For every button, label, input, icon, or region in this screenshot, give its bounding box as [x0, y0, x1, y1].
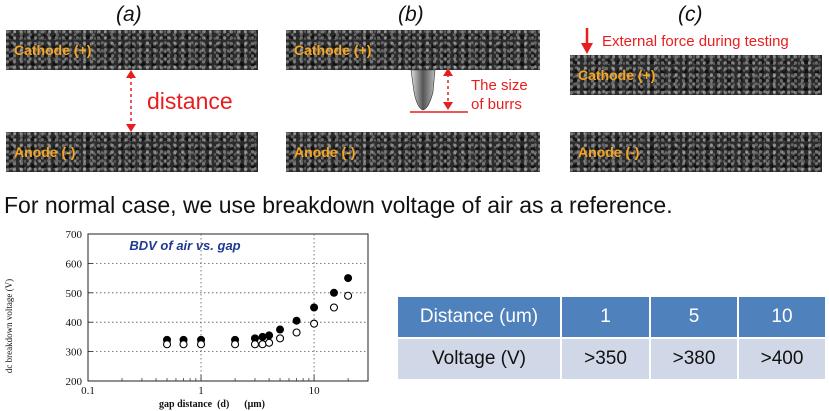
chart-point-filled: [276, 325, 285, 334]
table-cell-voltage-1: >350: [560, 337, 651, 381]
chart-point-open: [162, 340, 172, 349]
anode-label-c: Anode (-): [578, 144, 640, 160]
chart-x-tick-label: 1: [198, 385, 204, 397]
table-cell-voltage-label: Voltage (V): [396, 337, 562, 381]
chart-y-tick-label: 400: [66, 317, 83, 329]
burr-icon: [410, 70, 436, 111]
chart-point-open: [292, 328, 301, 337]
anode-label-a: Anode (-): [14, 144, 76, 160]
table-header-1: 1: [560, 295, 651, 339]
chart-y-tick-label: 500: [66, 288, 83, 300]
chart-title: BDV of air vs. gap: [129, 238, 240, 253]
cathode-label-c: Cathode (+): [578, 67, 656, 83]
table-cell-voltage-5: >380: [649, 337, 739, 381]
chart-y-tick-label: 200: [66, 376, 83, 388]
chart-point-open: [258, 340, 267, 349]
chart-point-filled: [265, 331, 274, 340]
chart-xlabel: gap distance (d) (μm): [159, 399, 265, 410]
chart-point-filled: [250, 334, 259, 343]
chart-point-open: [196, 340, 206, 349]
table-row: Voltage (V) >350 >380 >400: [396, 337, 827, 381]
chart-point-open: [310, 319, 319, 328]
cathode-electrode-a: Cathode (+): [6, 30, 258, 70]
table-cell-voltage-10: >400: [737, 337, 827, 381]
chart-y-tick-label: 300: [66, 347, 83, 359]
burr-annotation-line2: of burrs: [471, 96, 522, 113]
table-header-distance: Distance (um): [396, 295, 562, 339]
external-force-annotation: External force during testing: [602, 33, 789, 50]
distance-voltage-table: Distance (um) 1 5 10 Voltage (V) >350 >3…: [396, 295, 827, 381]
chart-plot-area: 200 300 400 500 600 700 0.1 1 10: [66, 229, 369, 397]
chart-point-open: [344, 291, 353, 300]
cathode-electrode-b: Cathode (+): [286, 30, 540, 70]
chart-point-open: [275, 334, 285, 343]
anode-electrode-a: Anode (-): [6, 132, 258, 172]
burr-annotation-line1: The size: [471, 77, 528, 94]
table-header-row: Distance (um) 1 5 10: [396, 295, 827, 339]
burr-size-annotation: The size of burrs: [471, 76, 528, 114]
panel-label-a: (a): [116, 3, 142, 26]
table-header-10: 10: [737, 295, 827, 339]
anode-electrode-c: Anode (-): [570, 132, 822, 172]
cathode-label-b: Cathode (+): [294, 42, 372, 58]
force-arrow-icon: [581, 28, 593, 54]
chart-y-tick-label: 600: [66, 258, 83, 270]
anode-label-b: Anode (-): [294, 144, 356, 160]
distance-arrow-icon: [126, 70, 136, 132]
chart-x-tick-label: 10: [309, 385, 321, 397]
distance-annotation: distance: [147, 88, 233, 114]
chart-point-filled: [258, 332, 267, 341]
cathode-electrode-c: Cathode (+): [570, 55, 822, 95]
chart-point-open: [329, 303, 339, 312]
chart-point-open: [250, 340, 260, 349]
table-header-5: 5: [649, 295, 739, 339]
reference-sentence: For normal case, we use breakdown voltag…: [4, 192, 673, 218]
bdv-chart: BDV of air vs. gap dc breakdown voltage …: [4, 229, 369, 410]
chart-y-tick-label: 700: [66, 229, 83, 241]
anode-electrode-b: Anode (-): [286, 132, 540, 172]
cathode-label-a: Cathode (+): [14, 42, 92, 58]
chart-point-filled: [344, 274, 353, 283]
chart-point-filled: [292, 316, 301, 325]
panel-label-c: (c): [678, 3, 703, 26]
chart-ylabel: dc breakdown voltage (V): [4, 279, 14, 373]
chart-point-filled: [310, 303, 319, 312]
chart-frame: [87, 233, 369, 382]
panel-label-b: (b): [398, 3, 424, 26]
chart-point-open: [231, 340, 240, 349]
chart-point-open: [179, 340, 188, 349]
burr-size-arrow-icon: [410, 68, 468, 113]
chart-point-filled: [329, 288, 338, 297]
chart-point-open: [265, 338, 274, 347]
chart-x-tick-label: 0.1: [81, 385, 95, 397]
